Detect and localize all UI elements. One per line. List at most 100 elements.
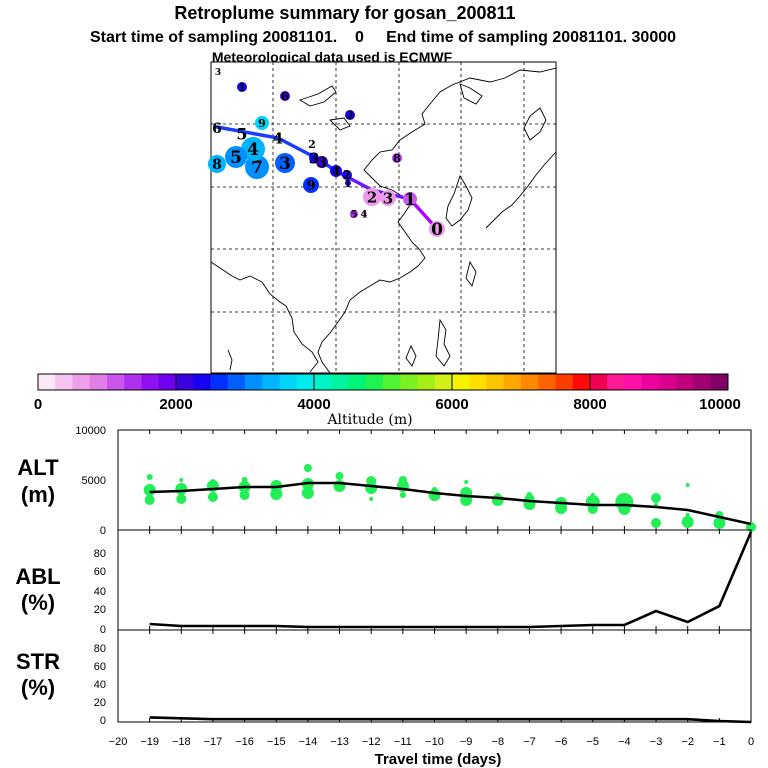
colorbar-cell-30 xyxy=(555,374,574,390)
map-cluster-11: 3 xyxy=(275,153,295,174)
alt-cluster-point xyxy=(179,478,184,482)
cb-tick-6000: 6000 xyxy=(435,396,468,413)
str-unit: (%) xyxy=(21,675,55,700)
map-cluster-3: 3 xyxy=(380,189,396,207)
str-ytick-60: 60 xyxy=(94,661,106,673)
x-tick-label: −3 xyxy=(650,736,663,748)
map-cluster-label: 4 xyxy=(247,140,259,160)
x-tick-label: −10 xyxy=(425,736,444,748)
cb-tick-8000: 8000 xyxy=(573,396,606,413)
abl-ytick-80: 80 xyxy=(94,548,106,560)
map-cluster-0: 0 xyxy=(429,220,445,240)
map-cluster-marker xyxy=(241,137,265,161)
map-cluster-9: 9 xyxy=(303,177,319,194)
cb-tick-10000: 10000 xyxy=(699,396,741,413)
alt-cluster-point xyxy=(685,483,690,487)
alt-cluster-point xyxy=(526,492,533,498)
colorbar-cell-32 xyxy=(590,374,608,390)
x-tick-label: −18 xyxy=(172,736,191,748)
colorbar-cell-38 xyxy=(693,374,712,390)
map-cluster-marker xyxy=(245,155,269,179)
map-cluster-marker xyxy=(361,211,367,217)
altitude-colorbar: 0 2000 4000 6000 8000 10000 Altitude (m) xyxy=(34,373,741,428)
map-cluster-label: 5 xyxy=(230,148,242,168)
abl-panel: ABL (%) 0 20 40 60 80 xyxy=(15,529,753,636)
colorbar-cell-29 xyxy=(538,374,556,390)
x-tick-label: −5 xyxy=(586,736,599,748)
map-cluster-1: 1 xyxy=(403,190,417,210)
alt-cluster-point xyxy=(590,493,595,497)
alt-cluster-point xyxy=(464,480,469,484)
colorbar-cell-6 xyxy=(141,374,160,390)
map-cluster-marker xyxy=(280,91,290,101)
alt-cluster-point xyxy=(366,476,377,486)
map-cluster-marker xyxy=(363,188,381,206)
map-cluster-16: 6 xyxy=(212,121,222,137)
map-cluster-marker xyxy=(237,82,247,92)
map-cluster-label: 1 xyxy=(404,190,416,210)
map-cluster-2: 2 xyxy=(363,188,381,206)
map-cluster-label: 3 xyxy=(383,189,393,207)
x-tick-label: −14 xyxy=(299,736,318,748)
map-cluster-24: 1 xyxy=(237,81,247,94)
colorbar-cell-11 xyxy=(227,374,246,390)
str-ytick-20: 20 xyxy=(94,697,106,709)
map-cluster-label: 3 xyxy=(309,149,319,167)
abl-frame xyxy=(117,529,752,631)
map-cluster-marker xyxy=(342,170,352,180)
x-tick-label: −11 xyxy=(394,736,412,748)
map-cluster-13: 4 xyxy=(241,137,265,161)
alt-cluster-point xyxy=(209,479,216,485)
x-tick-label: −20 xyxy=(109,736,128,748)
str-panel: STR (%) 0 20 40 60 80 xyxy=(16,629,752,727)
alt-cluster-point xyxy=(239,490,250,500)
x-tick-label: −7 xyxy=(523,736,536,748)
colorbar-cell-0 xyxy=(38,374,56,390)
alt-cluster-point xyxy=(651,493,661,503)
map-cluster-15: 8 xyxy=(208,155,226,173)
str-line xyxy=(149,716,752,724)
alt-cluster-point xyxy=(615,493,634,511)
colorbar-cell-36 xyxy=(659,374,677,390)
x-tick-label: −17 xyxy=(204,736,223,748)
x-tick-label: −8 xyxy=(492,736,505,748)
x-tick-label: −1 xyxy=(713,736,726,748)
str-ytick-80: 80 xyxy=(94,643,106,655)
colorbar-cell-22 xyxy=(417,374,436,390)
map-cluster-label: 3 xyxy=(279,154,291,174)
colorbar-cell-15 xyxy=(296,374,315,390)
sampling-times: Start time of sampling 20081101. 0 End t… xyxy=(90,29,676,46)
colorbar-frame xyxy=(37,373,729,391)
alt-cluster-point xyxy=(241,477,248,483)
colorbar-cell-35 xyxy=(641,374,660,390)
x-tick-label: −13 xyxy=(330,736,349,748)
str-ytick-0: 0 xyxy=(100,715,106,727)
colorbar-cell-37 xyxy=(676,374,694,390)
alt-ytick-10000: 10000 xyxy=(75,425,106,437)
abl-ticks xyxy=(117,530,752,630)
str-ticks xyxy=(117,630,752,722)
map-grid xyxy=(211,62,556,373)
map-cluster-marker xyxy=(309,153,319,163)
colorbar-cell-31 xyxy=(572,374,591,390)
met-data-source: Meteorological data used is ECMWF xyxy=(212,49,453,65)
map-cluster-marker xyxy=(225,146,247,168)
map-cluster-marker xyxy=(255,116,269,130)
colorbar-cell-1 xyxy=(55,374,73,390)
map-cluster-14: 5 xyxy=(225,146,247,168)
colorbar-cell-21 xyxy=(400,374,418,390)
map-cluster-label: 4 xyxy=(331,165,340,180)
colorbar-cell-2 xyxy=(72,374,91,390)
colorbar-cell-19 xyxy=(365,374,384,390)
colorbar-cell-4 xyxy=(107,374,125,390)
colorbar-cell-20 xyxy=(383,374,401,390)
x-axis-ticks: −20 −19 −18 −17 −16 −15 −14 −13 −12 −11 −10 −9 −8 −7−… xyxy=(109,736,754,748)
map-cluster-label: 9 xyxy=(306,179,315,194)
alt-cluster-point xyxy=(681,516,694,528)
alt-label: ALT xyxy=(17,455,59,480)
map-cluster-label: 3 xyxy=(215,68,221,78)
alt-ytick-0: 0 xyxy=(100,525,106,537)
abl-label: ABL xyxy=(15,564,60,589)
